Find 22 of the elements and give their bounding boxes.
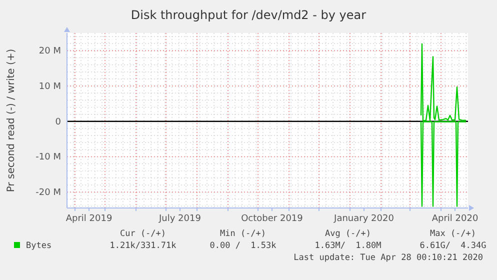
y-tick-label: -10 M	[36, 152, 61, 163]
y-tick-label: 10 M	[38, 82, 61, 92]
text: Avg (-/+)	[324, 229, 372, 239]
text: Last update: Tue Apr 28 00:10:21 2020	[294, 253, 483, 263]
text: 1.21k/331.71k	[110, 241, 176, 251]
text: 1.63M/ 1.80M	[314, 241, 382, 251]
y-axis-title: Pr second read (-) / write (+)	[6, 48, 17, 192]
text: 0.00 / 1.53k	[210, 241, 276, 251]
x-tick-label: October 2019	[241, 214, 304, 224]
x-tick-label: July 2019	[158, 214, 202, 224]
x-tick-label: April 2019	[66, 214, 112, 224]
chart-title: Disk throughput for /dev/md2 - by year	[130, 8, 366, 22]
x-tick-label: April 2020	[432, 214, 478, 224]
text: Max (-/+)	[430, 229, 476, 239]
x-tick-label: January 2020	[333, 214, 394, 224]
y-tick-label: -20 M	[36, 188, 61, 198]
text: 6.61G/ 4.34G	[420, 241, 486, 251]
legend-label: Bytes	[26, 241, 52, 251]
text: Cur (-/+)	[120, 229, 166, 239]
y-tick-label: 20 M	[38, 46, 61, 57]
text: Min (-/+)	[220, 229, 266, 239]
y-tick-label: 0	[55, 117, 62, 128]
